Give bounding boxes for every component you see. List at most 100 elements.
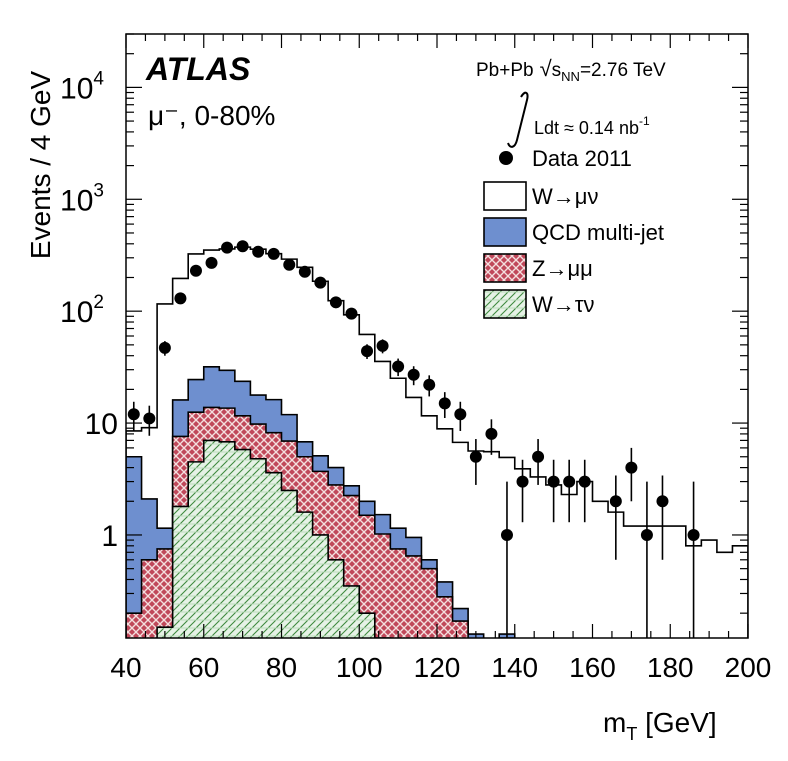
legend-label: Z→μμ [532,256,593,281]
sqrt-nn: NN [561,69,580,84]
data-point [609,475,622,560]
data-point [361,344,374,359]
y-tick-base: 10 [60,184,93,217]
data-marker [345,307,358,320]
data-point [687,481,700,638]
data-marker [158,341,171,354]
data-point [376,339,389,354]
data-marker [189,264,202,277]
data-point [438,392,451,418]
data-point [252,245,265,258]
data-marker [267,247,280,260]
data-marker [314,276,327,289]
data-marker [174,292,187,305]
data-marker [143,412,156,425]
y-tick-label: 102 [60,292,104,329]
data-point [174,292,187,305]
data-point [283,258,296,271]
legend-label: W→μν [532,184,598,209]
data-point [516,459,529,523]
hist-w- [156,439,392,638]
data-marker [485,427,498,440]
legend-label: W→τν [532,292,594,317]
sqrt-symbol: √ [540,56,553,81]
x-tick-label: 80 [266,652,297,683]
y-tick-base: 1 [101,520,118,553]
data-marker [298,265,311,278]
data-marker [221,241,234,254]
sqrt-s: s [552,60,562,81]
y-tick-exponent: 2 [93,292,104,313]
luminosity-text: Ldt ≈ 0.14 nb [534,118,639,138]
data-point [314,276,327,289]
data-point [563,459,576,523]
data-point [221,241,234,254]
data-marker [687,528,700,541]
data-point [625,447,638,502]
y-tick-label: 103 [60,180,104,217]
data-marker [469,450,482,463]
data-point [532,439,545,485]
data-marker [376,339,389,352]
x-tick-label: 180 [647,652,694,683]
legend-entry: W→μν [483,181,598,211]
data-marker [625,461,638,474]
data-point [640,481,653,638]
collision-text: Pb+Pb [476,60,534,81]
selection-label: μ⁻, 0-80% [148,100,275,131]
data-marker [578,475,591,488]
legend-label: QCD multi-jet [532,220,664,245]
x-tick-labels: 40 60 80 100 120 140 160 180 200 [110,652,771,683]
legend-swatch [483,217,527,247]
data-marker [609,495,622,508]
data-marker [205,256,218,269]
legend-marker [499,151,513,165]
data-point [407,366,420,386]
data-marker [252,245,265,258]
x-tick-label: 200 [725,652,772,683]
data-marker [500,528,513,541]
y-tick-label: 104 [60,68,104,105]
x-tick-label: 120 [414,652,461,683]
data-point [547,459,560,523]
x-tick-label: 100 [336,652,383,683]
data-point [158,341,171,356]
data-point [423,375,436,397]
data-marker [283,258,296,271]
legend-swatch [483,253,527,283]
x-tick-label: 40 [110,652,141,683]
x-axis-title-unit: [GeV] [637,707,716,738]
data-point [189,264,202,277]
data-point [143,405,156,436]
experiment-label: ATLAS [145,51,251,87]
data-point [469,439,482,485]
x-tick-label: 160 [569,652,616,683]
data-marker [640,528,653,541]
legend-entry: QCD multi-jet [483,217,664,247]
y-tick-label: 10 [85,408,118,441]
data-point [127,401,140,431]
data-marker [236,240,249,253]
data-marker [423,378,436,391]
data-marker [329,296,342,309]
legend-entry: Z→μμ [483,253,593,283]
energy-value: =2.76 TeV [580,60,666,81]
legend-label: Data 2011 [532,146,632,171]
data-marker [532,450,545,463]
y-tick-exponent: 4 [93,68,104,89]
data-point [298,265,311,278]
y-tick-base: 10 [85,408,118,441]
data-marker [438,397,451,410]
data-point [454,401,467,431]
data-marker [361,345,374,358]
legend-swatch [483,289,527,319]
data-marker [407,368,420,381]
data-marker [563,475,576,488]
legend-entry: Data 2011 [499,146,632,171]
data-point [345,307,358,320]
y-axis-title: Events / 4 GeV [25,71,56,260]
legend: Data 2011 W→μν QCD multi-jet Z→μμ W→τν [483,146,664,319]
x-tick-label: 140 [491,652,538,683]
